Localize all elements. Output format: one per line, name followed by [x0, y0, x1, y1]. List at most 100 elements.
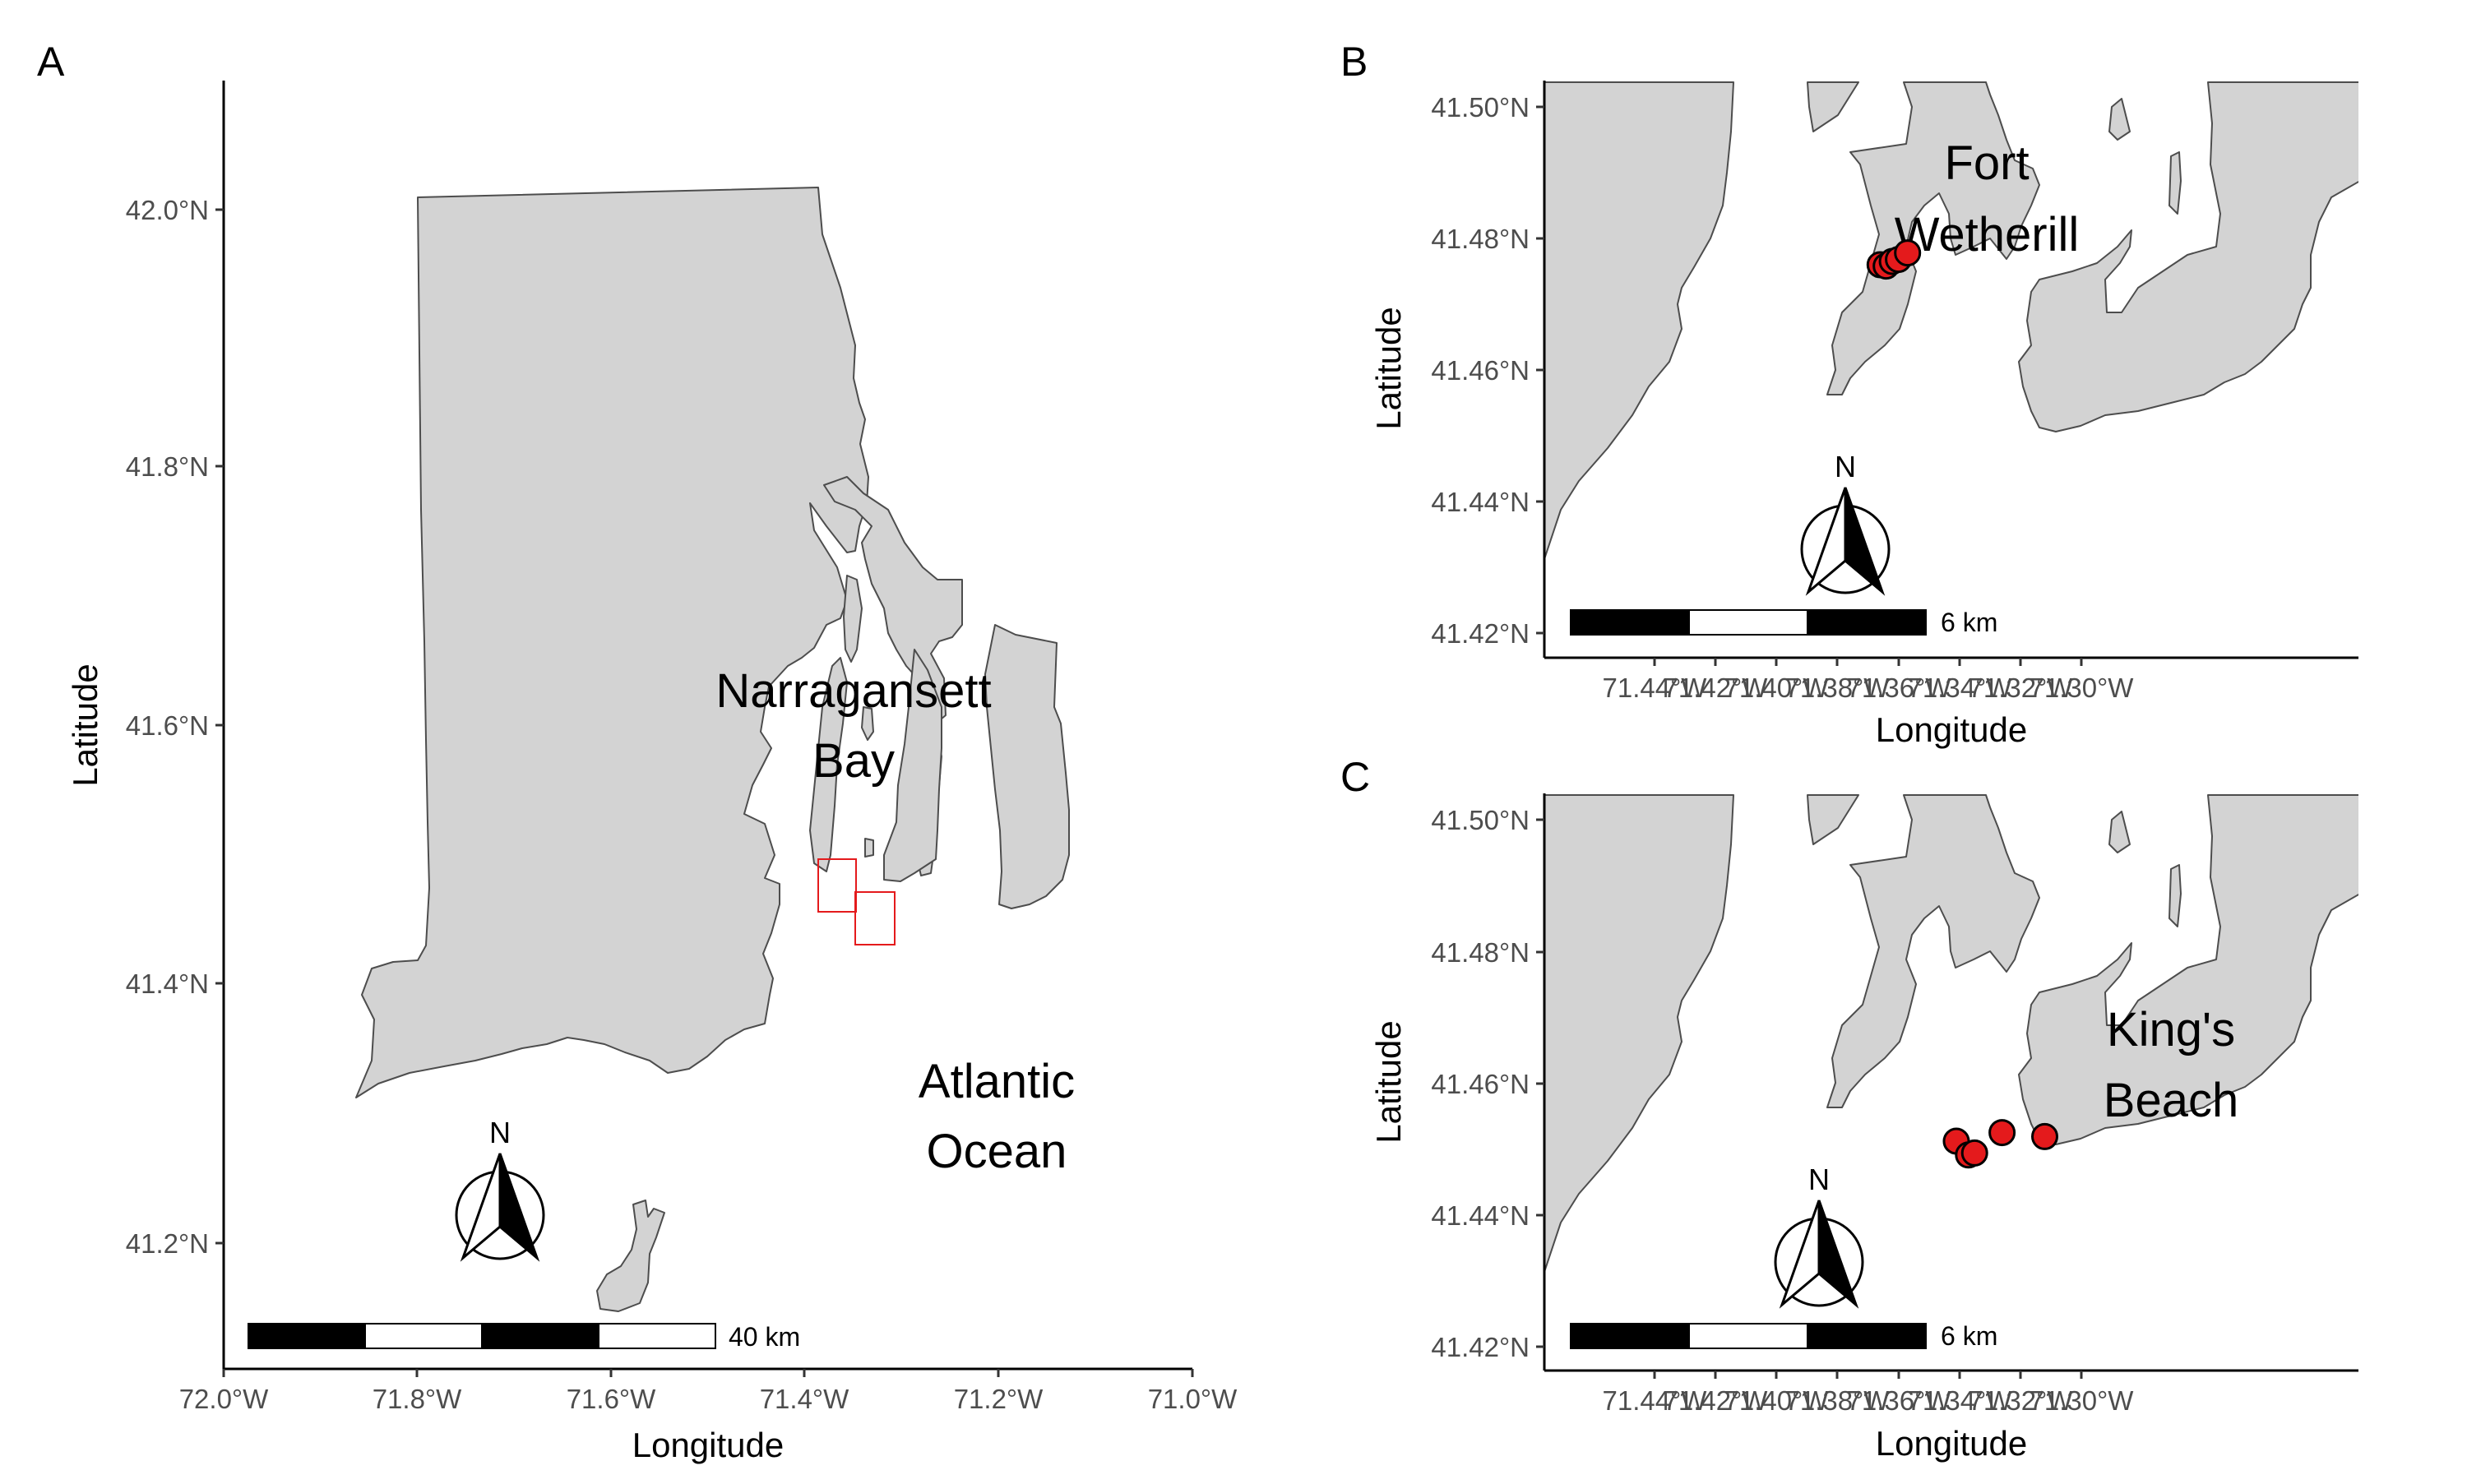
rose-island-land: [2168, 864, 2182, 927]
site-marker: [1894, 239, 1922, 267]
panel-a-tag: A: [37, 39, 65, 85]
y-tick-label: 41.44°N: [1431, 487, 1530, 517]
x-tick-label: 72.0°W: [179, 1384, 269, 1414]
x-tick-label: 71.42°W: [1664, 673, 1769, 703]
x-tick-label: 71.32°W: [1969, 1385, 2074, 1416]
scale-bar: 6 km: [1570, 1321, 1997, 1351]
panel-c-tag: C: [1340, 754, 1370, 800]
scale-bar-segment: [481, 1323, 599, 1349]
y-tick-label: 41.48°N: [1431, 224, 1530, 254]
fort-wetherill-label-line1: Fort: [1944, 136, 2029, 190]
fort-wetherill-sites: [1866, 239, 1922, 280]
conanicut-island-land: [1826, 794, 2040, 1108]
y-tick-label: 41.48°N: [1431, 937, 1530, 968]
block-island: [596, 1200, 665, 1312]
x-tick-label: 71.40°W: [1724, 1385, 1830, 1416]
y-tick-label: 41.4°N: [126, 969, 209, 999]
inset-box-b: [817, 858, 857, 913]
scale-bar-segment: [364, 1323, 483, 1349]
sakonnet-peninsula: [984, 624, 1070, 909]
aquidneck-island: [883, 649, 942, 882]
panel-c-x-ticks: 71.44°W71.42°W71.40°W71.38°W71.36°W71.34…: [1603, 1371, 2134, 1416]
atlantic-ocean-label-line1: Atlantic: [919, 1055, 1075, 1108]
narragansett-bay-label-line1: Narragansett: [715, 664, 991, 718]
panel-a-x-axis-title: Longitude: [632, 1426, 785, 1464]
y-tick-label: 41.50°N: [1431, 805, 1530, 835]
inset-boxes: [817, 858, 896, 945]
site-marker: [2031, 1122, 2058, 1150]
scale-bar-segment: [248, 1323, 366, 1349]
west-shore-land: [1544, 81, 1734, 562]
x-tick-label: 71.42°W: [1664, 1385, 1769, 1416]
panel-b-y-ticks: 41.50°N 41.48°N 41.46°N 41.44°N 41.42°N: [1431, 92, 1544, 649]
goat-island-land: [2108, 811, 2131, 853]
scale-bar-segment: [1807, 609, 1927, 636]
panel-b-y-axis-title: Latitude: [1369, 307, 1408, 429]
scale-bar-label: 40 km: [729, 1322, 800, 1352]
panel-a-y-ticks: 42.0°N 41.8°N 41.6°N 41.4°N 41.2°N: [126, 195, 224, 1259]
panel-a-land: [355, 187, 1070, 1312]
aquidneck-island-land: [2018, 794, 2358, 1145]
scale-bar-label: 6 km: [1941, 1321, 1997, 1351]
x-tick-label: 71.38°W: [1785, 1385, 1891, 1416]
x-tick-label: 71.0°W: [1148, 1384, 1238, 1414]
y-tick-label: 41.46°N: [1431, 1069, 1530, 1099]
scale-bar-segment: [1688, 609, 1808, 636]
site-marker: [1960, 1139, 1988, 1167]
x-tick-label: 71.34°W: [1908, 1385, 2013, 1416]
x-tick-label: 71.36°W: [1847, 673, 1952, 703]
panel-a: A 72.0°W 71.8°W 71.6°W 71.4°W 71.2°W 71.0°W 4…: [37, 39, 1238, 1464]
scale-bar-segment: [1570, 1323, 1690, 1349]
north-arrow-dark-half: [498, 1153, 540, 1262]
kings-beach-label-line2: Beach: [2104, 1074, 2238, 1127]
north-arrow-dark-half: [1817, 1200, 1859, 1309]
x-tick-label: 71.30°W: [2030, 673, 2135, 703]
north-label: N: [489, 1116, 511, 1149]
scale-bar-segment: [1807, 1323, 1927, 1349]
panel-c-x-axis-title: Longitude: [1876, 1424, 2028, 1463]
x-tick-label: 71.38°W: [1785, 673, 1891, 703]
narragansett-bay-label-line2: Bay: [812, 734, 895, 788]
scale-bar-segment: [598, 1323, 716, 1349]
panel-b-land: [1544, 81, 2358, 562]
panel-c: C 71.44°W71.42°W71.40°W71.38°W71.36°W71.…: [1340, 754, 2358, 1463]
y-tick-label: 41.6°N: [126, 710, 209, 741]
panel-c-y-ticks: 41.50°N 41.48°N 41.46°N 41.44°N 41.42°N: [1431, 805, 1544, 1362]
rose-island-land: [2168, 151, 2182, 215]
inset-box-c: [854, 891, 896, 945]
conanicut-north-land: [1807, 81, 1859, 132]
patience-island: [861, 706, 874, 741]
x-tick-label: 71.34°W: [1908, 673, 2013, 703]
panel-c-land: [1544, 794, 2358, 1274]
panel-b-x-axis-title: Longitude: [1876, 710, 2028, 749]
goat-island-land: [2108, 98, 2131, 141]
conanicut-north-land: [1807, 794, 1859, 845]
y-tick-label: 41.50°N: [1431, 92, 1530, 123]
kings-beach-sites: [1942, 1119, 2058, 1169]
prudence-island: [843, 575, 863, 663]
panel-b-tag: B: [1340, 39, 1368, 85]
x-tick-label: 71.36°W: [1847, 1385, 1952, 1416]
x-tick-label: 71.2°W: [954, 1384, 1044, 1414]
scale-bar-label: 6 km: [1941, 608, 1997, 637]
x-tick-label: 71.44°W: [1603, 673, 1708, 703]
y-tick-label: 42.0°N: [126, 195, 209, 225]
north-arrow-dark-half: [1844, 487, 1886, 596]
site-marker: [1988, 1119, 2016, 1147]
x-tick-label: 71.6°W: [567, 1384, 656, 1414]
scale-bar: 40 km: [248, 1322, 800, 1352]
y-tick-label: 41.2°N: [126, 1228, 209, 1259]
y-tick-label: 41.42°N: [1431, 1332, 1530, 1362]
aquidneck-island-land: [2018, 81, 2358, 432]
scale-bar-segment: [1570, 609, 1690, 636]
north-label: N: [1808, 1163, 1830, 1196]
panel-a-x-ticks: 72.0°W 71.8°W 71.6°W 71.4°W 71.2°W 71.0°W: [179, 1369, 1238, 1414]
north-arrow-icon: N: [1800, 450, 1891, 596]
y-tick-label: 41.8°N: [126, 451, 209, 482]
north-arrow-icon: N: [1774, 1163, 1864, 1309]
kings-beach-label-line1: King's: [2107, 1003, 2235, 1056]
conanicut-island: [809, 657, 848, 872]
